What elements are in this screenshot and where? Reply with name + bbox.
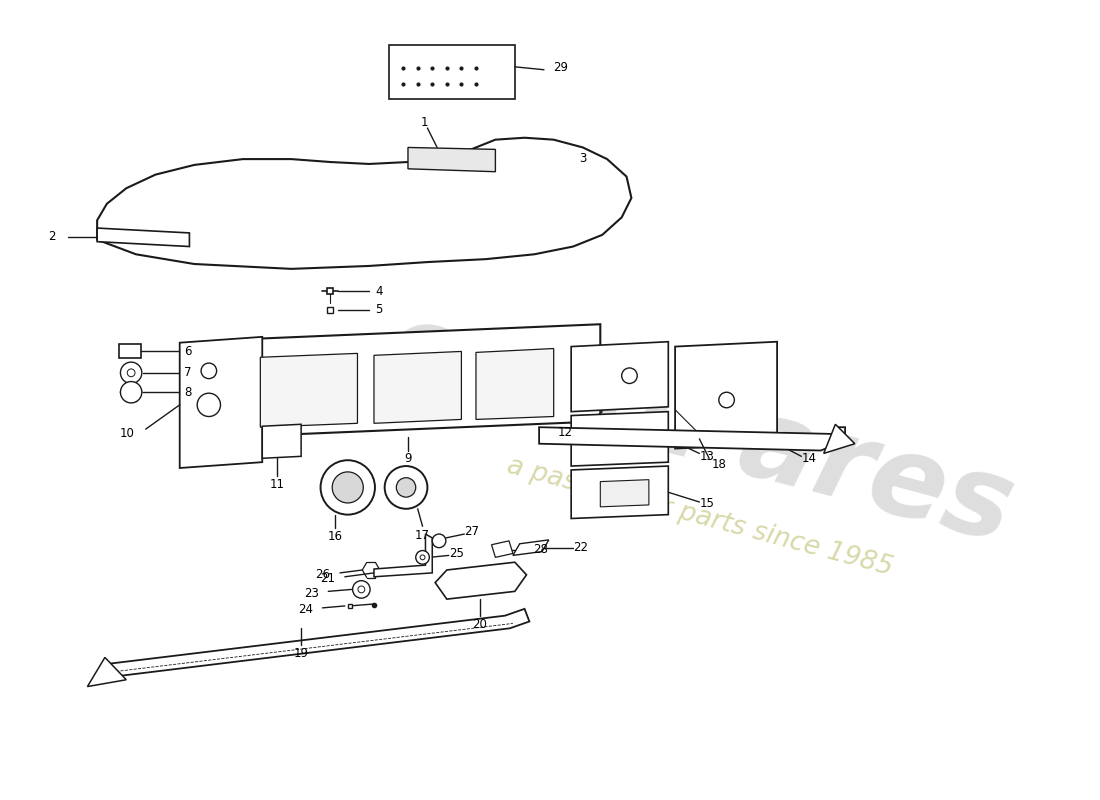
Text: 13: 13 bbox=[700, 450, 715, 463]
Polygon shape bbox=[601, 480, 649, 507]
Text: 20: 20 bbox=[472, 618, 487, 631]
Polygon shape bbox=[513, 540, 549, 555]
Text: 4: 4 bbox=[375, 285, 383, 298]
Circle shape bbox=[201, 363, 217, 378]
Polygon shape bbox=[374, 534, 432, 577]
Text: 22: 22 bbox=[573, 541, 588, 554]
Text: 18: 18 bbox=[712, 458, 726, 470]
Polygon shape bbox=[104, 609, 529, 680]
Polygon shape bbox=[261, 354, 358, 427]
Text: 15: 15 bbox=[700, 498, 715, 510]
Text: 10: 10 bbox=[119, 427, 134, 441]
Polygon shape bbox=[179, 337, 262, 468]
Circle shape bbox=[332, 472, 363, 503]
Text: 5: 5 bbox=[375, 303, 383, 316]
Circle shape bbox=[353, 581, 370, 598]
Polygon shape bbox=[418, 147, 553, 186]
Text: 25: 25 bbox=[449, 547, 464, 560]
Polygon shape bbox=[388, 46, 515, 99]
Circle shape bbox=[128, 369, 135, 377]
Polygon shape bbox=[374, 351, 461, 423]
Polygon shape bbox=[119, 344, 141, 358]
Text: 28: 28 bbox=[532, 543, 548, 556]
Circle shape bbox=[420, 555, 425, 560]
Polygon shape bbox=[571, 342, 669, 412]
Circle shape bbox=[121, 362, 142, 383]
Circle shape bbox=[718, 392, 735, 408]
Text: 19: 19 bbox=[294, 647, 309, 660]
Circle shape bbox=[621, 368, 637, 383]
Polygon shape bbox=[675, 342, 777, 449]
Circle shape bbox=[320, 460, 375, 514]
Circle shape bbox=[358, 586, 365, 593]
Circle shape bbox=[385, 466, 428, 509]
Text: 27: 27 bbox=[464, 525, 480, 538]
Circle shape bbox=[416, 550, 429, 564]
Text: 2: 2 bbox=[48, 230, 55, 243]
Text: 1: 1 bbox=[420, 116, 428, 129]
Circle shape bbox=[432, 534, 446, 548]
Polygon shape bbox=[231, 324, 601, 437]
Text: 3: 3 bbox=[579, 152, 586, 165]
Text: 16: 16 bbox=[328, 530, 342, 543]
Text: a passion for parts since 1985: a passion for parts since 1985 bbox=[504, 453, 895, 581]
Circle shape bbox=[396, 478, 416, 497]
Polygon shape bbox=[824, 424, 855, 454]
Text: 14: 14 bbox=[802, 452, 816, 465]
Text: 29: 29 bbox=[553, 62, 568, 74]
Text: 12: 12 bbox=[558, 426, 573, 438]
Polygon shape bbox=[492, 541, 513, 558]
Text: 26: 26 bbox=[316, 568, 330, 582]
Polygon shape bbox=[571, 466, 669, 518]
Text: 17: 17 bbox=[415, 529, 430, 542]
Polygon shape bbox=[408, 147, 495, 172]
Polygon shape bbox=[476, 349, 553, 419]
Polygon shape bbox=[87, 658, 126, 686]
Text: 9: 9 bbox=[404, 452, 411, 465]
Text: 21: 21 bbox=[320, 572, 336, 586]
Circle shape bbox=[197, 394, 220, 417]
Polygon shape bbox=[97, 138, 631, 269]
Polygon shape bbox=[436, 562, 527, 599]
Polygon shape bbox=[539, 427, 845, 450]
Polygon shape bbox=[97, 228, 189, 246]
Circle shape bbox=[121, 382, 142, 403]
Polygon shape bbox=[262, 424, 301, 458]
Text: 23: 23 bbox=[304, 587, 319, 600]
Text: 11: 11 bbox=[270, 478, 284, 491]
Text: 8: 8 bbox=[184, 386, 191, 398]
Polygon shape bbox=[571, 412, 669, 466]
Text: 6: 6 bbox=[184, 345, 191, 358]
Text: 7: 7 bbox=[184, 366, 191, 379]
Text: 24: 24 bbox=[298, 603, 312, 616]
Text: euroPares: euroPares bbox=[373, 292, 1026, 566]
